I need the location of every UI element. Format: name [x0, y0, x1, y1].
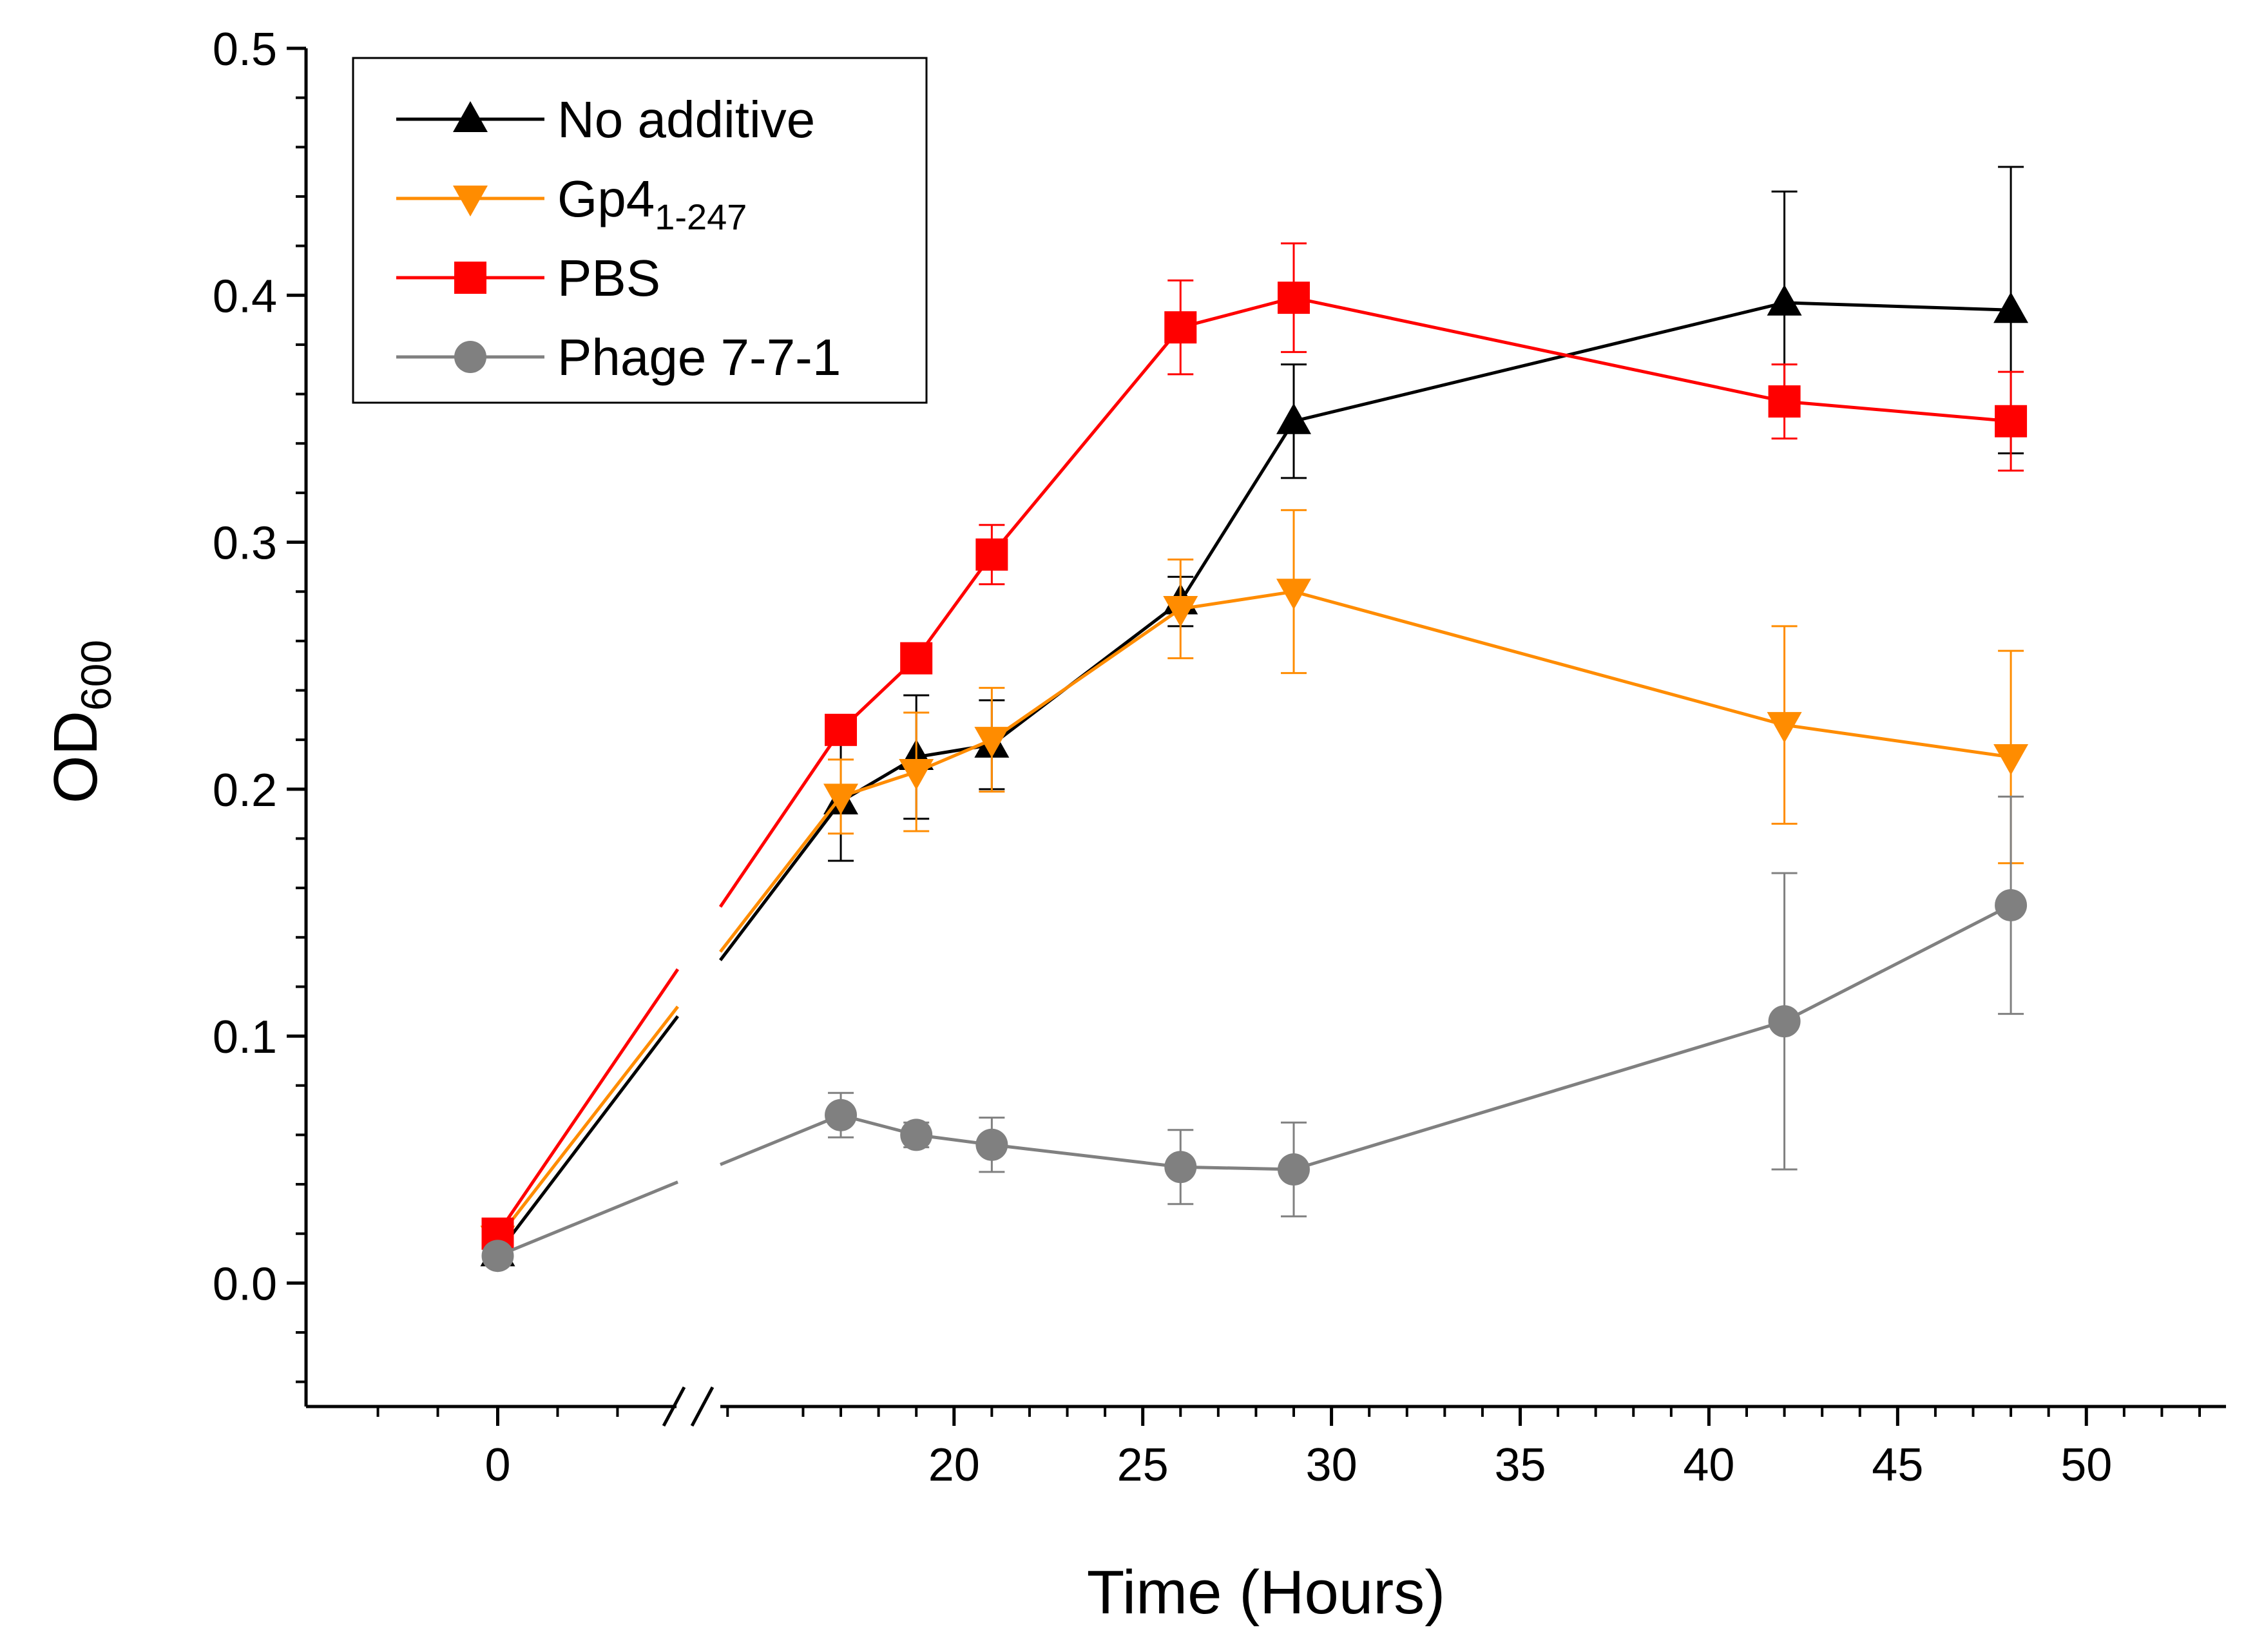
data-point	[974, 727, 1010, 758]
series-line-segment	[1293, 301, 1785, 423]
legend-marker	[454, 262, 486, 294]
x-tick-label: 20	[928, 1439, 980, 1491]
series-line-segment	[992, 1143, 1181, 1169]
legend-item: Phage 7-7-1	[396, 329, 841, 386]
data-point	[1995, 405, 2028, 437]
data-point	[975, 538, 1008, 571]
x-tick-label: 30	[1306, 1439, 1358, 1491]
y-tick-label: 0.5	[213, 24, 277, 75]
data-point	[1767, 284, 1802, 316]
series-line-segment	[990, 607, 1182, 742]
x-tick-label: 45	[1872, 1439, 1923, 1491]
series-line-segment	[497, 1180, 678, 1258]
data-point	[823, 783, 859, 815]
x-tick-label: 25	[1117, 1439, 1169, 1491]
x-axis-title: Time (Hours)	[1087, 1558, 1445, 1627]
data-point	[1164, 1151, 1197, 1184]
data-point	[1164, 311, 1197, 344]
data-point	[900, 1119, 933, 1151]
series-line-segment	[915, 553, 993, 660]
y-axis-title-subscript: 600	[72, 640, 120, 711]
series-line-segment	[1179, 420, 1296, 602]
series-line-segment	[496, 968, 680, 1235]
data-point	[1278, 282, 1310, 314]
data-point	[481, 1240, 514, 1273]
series-line-segment	[1293, 590, 1785, 727]
series-line-segment	[496, 1015, 679, 1254]
series-line-segment	[990, 326, 1182, 556]
series-pbs	[481, 242, 2028, 1250]
legend-label: Gp41-247	[557, 170, 747, 237]
series-line-segment	[1784, 723, 2011, 759]
axis-break-mark-2	[690, 1386, 715, 1427]
data-point	[825, 1099, 858, 1131]
series-gp4	[480, 509, 2029, 1257]
y-tick-label: 0.4	[213, 271, 277, 322]
series-line-segment	[1293, 296, 1785, 403]
data-point	[1278, 1153, 1310, 1186]
y-tick-label: 0.2	[213, 765, 277, 816]
series-line-segment	[1784, 301, 2011, 312]
legend-item: Gp41-247	[396, 170, 747, 237]
plot-area	[480, 166, 2029, 1273]
y-axis-title-main: OD	[41, 711, 110, 803]
data-point	[825, 713, 858, 746]
legend: No additive Gp41-247 PBS Phage 7-7-1	[352, 57, 928, 404]
series-phage-7-7-1	[481, 795, 2028, 1273]
legend-marker	[453, 101, 488, 132]
x-tick-label: 35	[1494, 1439, 1546, 1491]
x-tick-label: 40	[1683, 1439, 1734, 1491]
y-axis-title: OD600	[41, 640, 120, 803]
series-line-segment	[496, 1005, 679, 1240]
data-point	[900, 642, 933, 675]
series-line-segment	[1784, 399, 2011, 423]
series-line-segment	[1293, 1019, 1785, 1171]
y-tick-label: 0.3	[213, 518, 277, 570]
series-line-segment	[719, 800, 843, 961]
y-tick-label: 0.1	[213, 1012, 277, 1063]
series-line-segment	[840, 770, 917, 798]
legend-item: No additive	[396, 91, 815, 148]
series-line-segment	[1783, 903, 2012, 1023]
data-point	[975, 1128, 1008, 1161]
data-point	[1768, 1005, 1801, 1038]
data-point	[899, 758, 934, 790]
x-tick-label: 0	[485, 1439, 510, 1491]
x-tick-label: 50	[2060, 1439, 2112, 1491]
legend-label: No additive	[557, 91, 815, 148]
legend-item: PBS	[396, 249, 660, 307]
data-point	[1276, 579, 1312, 610]
series-line-segment	[1180, 590, 1294, 611]
axis-break-mark-1	[662, 1386, 686, 1427]
legend-label: Phage 7-7-1	[557, 329, 841, 386]
data-point	[1768, 385, 1801, 418]
series-line-segment	[1180, 296, 1294, 329]
legend-marker	[453, 186, 488, 216]
data-point	[1993, 292, 2029, 323]
data-point	[1767, 712, 1802, 744]
series-line-segment	[720, 1113, 841, 1166]
data-point	[1276, 403, 1312, 434]
data-point	[1995, 888, 2028, 921]
series-line-segment	[719, 795, 843, 953]
series-line-segment	[718, 729, 843, 908]
legend-label: PBS	[557, 249, 660, 307]
y-tick-label: 0.0	[213, 1258, 277, 1310]
legend-box	[352, 57, 928, 404]
series-line-segment	[1180, 1165, 1294, 1171]
data-point	[1163, 596, 1198, 628]
data-point	[1993, 744, 2029, 775]
legend-marker	[454, 341, 486, 373]
axes: 0.0 0.1 0.2 0.3 0.4 0.5 0 20 25 30 35 40 45 50	[213, 24, 2226, 1491]
